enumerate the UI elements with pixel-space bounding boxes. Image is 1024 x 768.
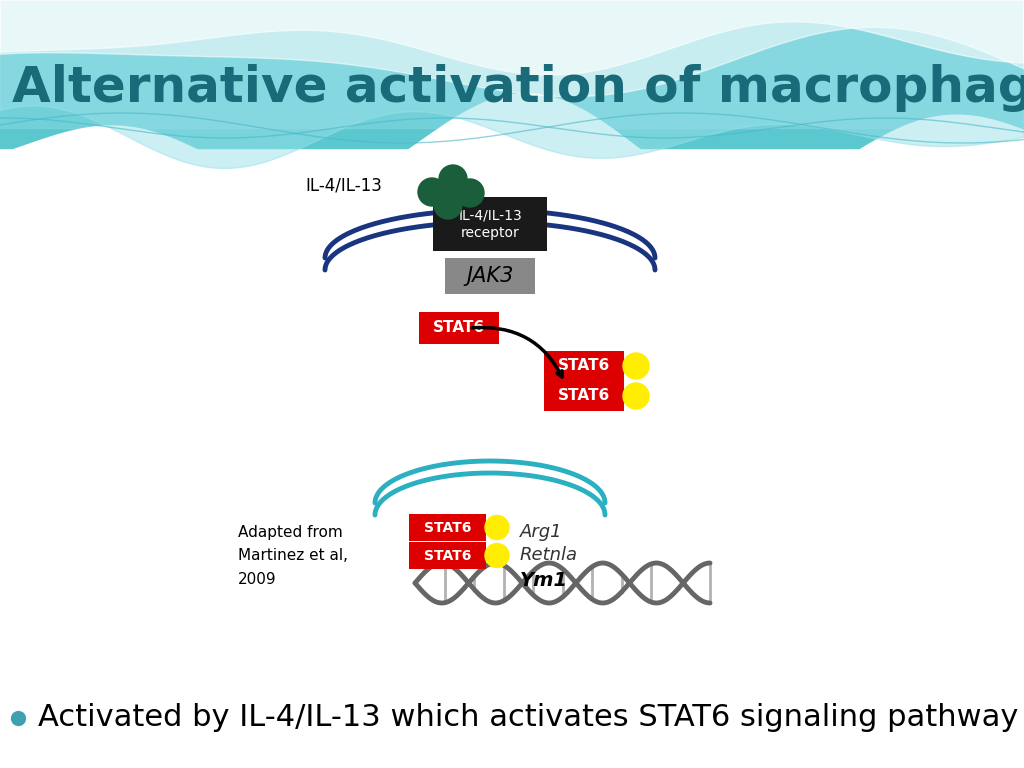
Text: Retnla: Retnla — [520, 546, 578, 564]
Circle shape — [456, 179, 484, 207]
Circle shape — [623, 383, 649, 409]
Circle shape — [623, 353, 649, 379]
Circle shape — [434, 191, 462, 219]
Text: STAT6: STAT6 — [558, 389, 610, 403]
FancyBboxPatch shape — [445, 258, 535, 294]
Text: Alternative activation of macrophages: Alternative activation of macrophages — [12, 64, 1024, 112]
Circle shape — [439, 165, 467, 193]
Text: Arg1: Arg1 — [520, 523, 562, 541]
FancyBboxPatch shape — [433, 197, 547, 251]
Text: IL-4/IL-13
receptor: IL-4/IL-13 receptor — [458, 208, 522, 240]
FancyBboxPatch shape — [409, 542, 486, 569]
Text: STAT6: STAT6 — [424, 548, 471, 562]
Text: IL-4/IL-13: IL-4/IL-13 — [305, 177, 382, 195]
Circle shape — [485, 515, 509, 539]
Text: STAT6: STAT6 — [558, 359, 610, 373]
Text: STAT6: STAT6 — [433, 320, 485, 336]
Circle shape — [485, 544, 509, 568]
FancyBboxPatch shape — [544, 381, 624, 411]
FancyBboxPatch shape — [419, 312, 499, 344]
Circle shape — [418, 178, 446, 206]
Text: Adapted from
Martinez et al,
2009: Adapted from Martinez et al, 2009 — [238, 525, 348, 587]
Text: JAK3: JAK3 — [466, 266, 514, 286]
Text: Ym1: Ym1 — [520, 571, 568, 590]
FancyBboxPatch shape — [409, 514, 486, 541]
Text: Activated by IL-4/IL-13 which activates STAT6 signaling pathway: Activated by IL-4/IL-13 which activates … — [38, 703, 1019, 733]
Text: STAT6: STAT6 — [424, 521, 471, 535]
FancyBboxPatch shape — [544, 351, 624, 381]
